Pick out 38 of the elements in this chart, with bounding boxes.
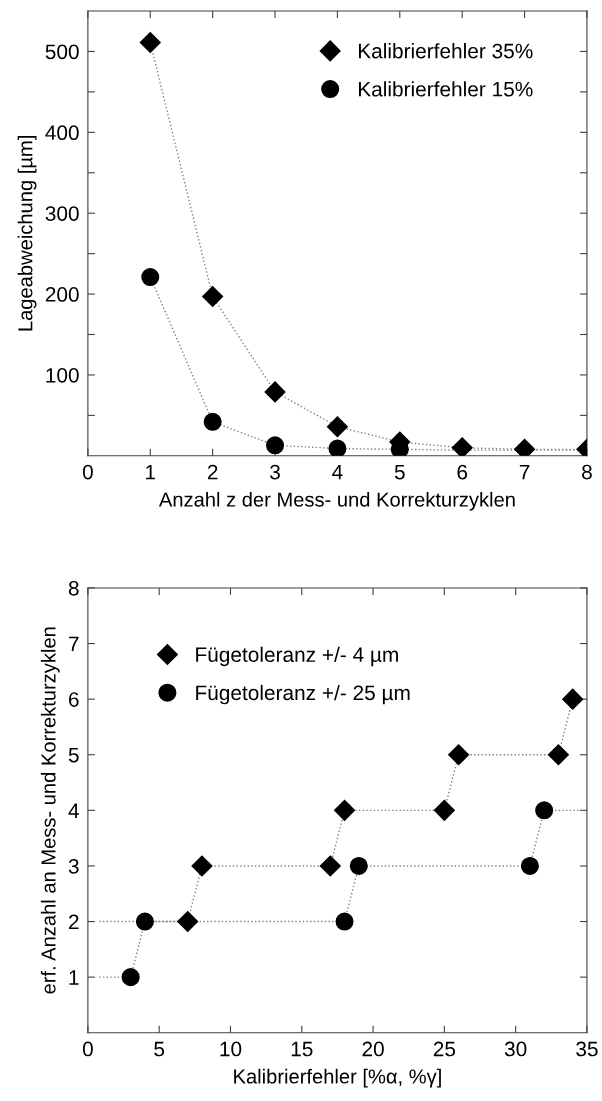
x-tick-label: 0 [82, 1041, 93, 1057]
legend-label: Kalibrierfehler 35% [358, 43, 533, 59]
y-axis-title: erf. Anzahl an Mess- und Korrekturzyklen [40, 627, 60, 994]
y-tick-label: 4 [68, 803, 79, 818]
y-tick-label: 1 [69, 970, 79, 985]
x-tick-label: 10 [220, 1041, 242, 1057]
x-tick-label: 4 [332, 464, 343, 480]
x-tick-label: 15 [291, 1041, 313, 1057]
y-tick-label: 400 [45, 125, 79, 141]
y-tick-label: 500 [45, 44, 79, 60]
x-tick-label: 6 [457, 464, 468, 480]
x-tick-label: 2 [207, 464, 218, 480]
x-tick-label: 7 [519, 464, 530, 480]
y-tick-label: 8 [68, 580, 79, 596]
y-axis-title: Lageabweichung [µm] [17, 136, 37, 331]
y-tick-label: 3 [68, 858, 79, 874]
y-tick-label: 5 [68, 747, 79, 763]
x-tick-label: 25 [433, 1041, 456, 1057]
x-tick-label: 35 [576, 1041, 598, 1057]
x-tick-label: 5 [394, 464, 405, 480]
y-tick-label: 100 [46, 367, 79, 383]
legend-label: Fügetoleranz +/- 25 µm [196, 684, 410, 705]
legend-label: Kalibrierfehler 15% [358, 81, 533, 97]
x-tick-label: 8 [582, 464, 592, 480]
y-tick-label: 7 [69, 636, 79, 652]
y-tick-label: 6 [69, 692, 79, 707]
x-tick-label: 5 [154, 1041, 165, 1057]
x-tick-label: 0 [82, 464, 93, 480]
x-axis-title: Kalibrierfehler [%α, %γ] [234, 1068, 441, 1088]
x-tick-label: 20 [362, 1041, 384, 1057]
x-tick-label: 30 [504, 1041, 527, 1057]
y-tick-label: 300 [45, 206, 79, 221]
x-axis-title: Anzahl z der Mess- und Korrekturzyklen [158, 491, 515, 511]
legend-label: Fügetoleranz +/- 4 µm [196, 646, 398, 667]
x-tick-label: 3 [270, 464, 280, 480]
y-tick-label: 2 [69, 914, 79, 930]
x-tick-label: 1 [146, 464, 156, 480]
y-tick-label: 200 [45, 287, 79, 302]
